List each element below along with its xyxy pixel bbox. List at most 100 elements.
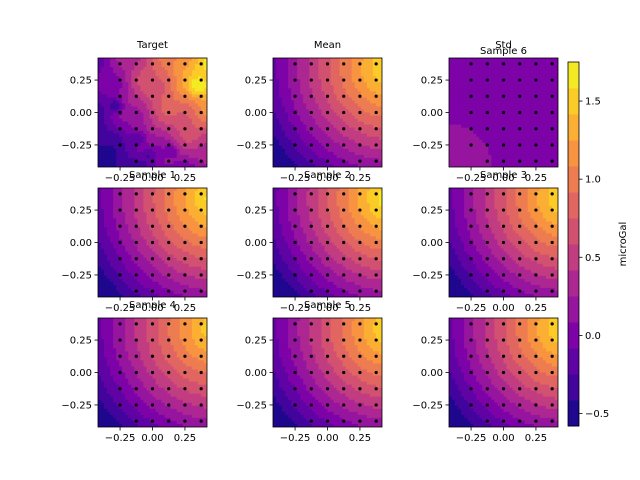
heatmap-cell xyxy=(554,115,558,120)
heatmap-cell xyxy=(98,124,102,129)
heatmap-cell xyxy=(333,142,338,147)
heatmap-cell xyxy=(467,103,471,108)
heatmap-cell xyxy=(134,260,138,265)
heatmap-cell xyxy=(536,151,541,156)
station-point xyxy=(150,94,155,98)
heatmap-cell xyxy=(191,103,196,108)
heatmap-cell xyxy=(125,209,129,213)
heatmap-cell xyxy=(479,58,483,62)
heatmap-cell xyxy=(527,100,532,105)
heatmap-cell xyxy=(518,88,523,92)
heatmap-cell xyxy=(473,160,477,165)
heatmap-cell xyxy=(351,133,356,138)
heatmap-cell xyxy=(297,142,301,147)
heatmap-cell xyxy=(101,79,105,83)
heatmap-cell xyxy=(455,142,459,147)
station-point xyxy=(118,62,122,66)
heatmap-cell xyxy=(360,112,365,117)
heatmap-cell xyxy=(548,148,553,153)
station-point xyxy=(134,143,138,147)
heatmap-cell xyxy=(503,70,508,74)
heatmap-cell xyxy=(200,58,205,62)
heatmap-cell xyxy=(333,64,338,68)
heatmap-cell xyxy=(158,100,163,105)
heatmap-cell xyxy=(104,70,108,74)
heatmap-cell xyxy=(276,91,280,95)
heatmap-cell xyxy=(366,148,371,153)
heatmap-cell xyxy=(336,157,341,162)
heatmap-cell xyxy=(273,133,277,138)
heatmap-cell xyxy=(339,136,344,141)
heatmap-cell xyxy=(167,227,172,231)
heatmap-cell xyxy=(203,79,207,83)
heatmap-cell xyxy=(360,109,365,114)
heatmap-cell xyxy=(452,151,456,156)
heatmap-cell xyxy=(324,151,329,156)
heatmap-cell xyxy=(491,73,496,77)
heatmap-cell xyxy=(542,151,547,156)
heatmap-cell xyxy=(107,188,111,192)
heatmap-cell xyxy=(131,278,135,283)
heatmap-cell xyxy=(155,194,160,198)
heatmap-cell xyxy=(509,100,514,105)
heatmap-cell xyxy=(461,130,465,135)
heatmap-cell xyxy=(306,115,310,120)
station-point xyxy=(199,127,203,131)
heatmap-cell xyxy=(521,154,526,159)
heatmap-cell xyxy=(158,224,163,228)
heatmap-cell xyxy=(149,163,154,167)
heatmap-cell xyxy=(345,76,350,80)
heatmap-cell xyxy=(327,127,332,132)
heatmap-cell xyxy=(173,82,178,86)
heatmap-cell xyxy=(203,127,207,132)
heatmap-cell xyxy=(297,112,301,117)
heatmap-cell xyxy=(167,154,172,159)
heatmap-cell xyxy=(360,127,365,132)
heatmap-cell xyxy=(360,160,365,165)
heatmap-cell xyxy=(179,112,184,117)
heatmap-cell xyxy=(203,85,207,89)
heatmap-cell xyxy=(357,160,362,165)
heatmap-cell xyxy=(515,160,520,165)
heatmap-cell xyxy=(128,287,132,292)
heatmap-cell xyxy=(524,103,529,108)
heatmap-cell xyxy=(98,145,102,150)
heatmap-cell xyxy=(122,284,126,289)
heatmap-cell xyxy=(363,142,368,147)
heatmap-cell xyxy=(345,61,350,65)
heatmap-cell xyxy=(107,236,111,241)
heatmap-cell xyxy=(545,163,550,167)
station-point xyxy=(325,159,330,163)
heatmap-cell xyxy=(188,151,193,156)
heatmap-cell xyxy=(125,103,129,108)
heatmap-cell xyxy=(170,266,175,271)
heatmap-cell xyxy=(297,160,301,165)
heatmap-cell xyxy=(318,133,323,138)
heatmap-cell xyxy=(134,221,138,225)
heatmap-cell xyxy=(518,124,523,129)
heatmap-cell xyxy=(113,254,117,259)
heatmap-cell xyxy=(113,287,117,292)
heatmap-cell xyxy=(279,160,283,165)
heatmap-cell xyxy=(515,124,520,129)
heatmap-cell xyxy=(333,106,338,111)
heatmap-cell xyxy=(491,70,496,74)
heatmap-cell xyxy=(122,157,126,162)
heatmap-cell xyxy=(351,145,356,150)
heatmap-cell xyxy=(128,145,132,150)
heatmap-cell xyxy=(309,151,313,156)
heatmap-cell xyxy=(143,269,148,274)
heatmap-cell xyxy=(137,118,141,123)
heatmap-cell xyxy=(137,88,141,92)
heatmap-cell xyxy=(360,157,365,162)
heatmap-cell xyxy=(137,278,141,283)
heatmap-cell xyxy=(375,106,380,111)
heatmap-cell xyxy=(509,76,514,80)
heatmap-cell xyxy=(318,142,323,147)
heatmap-cell xyxy=(500,91,505,95)
heatmap-cell xyxy=(497,145,502,150)
heatmap-cell xyxy=(98,136,102,141)
heatmap-cell xyxy=(318,58,323,62)
heatmap-cell xyxy=(110,88,114,92)
heatmap-cell xyxy=(164,85,169,89)
